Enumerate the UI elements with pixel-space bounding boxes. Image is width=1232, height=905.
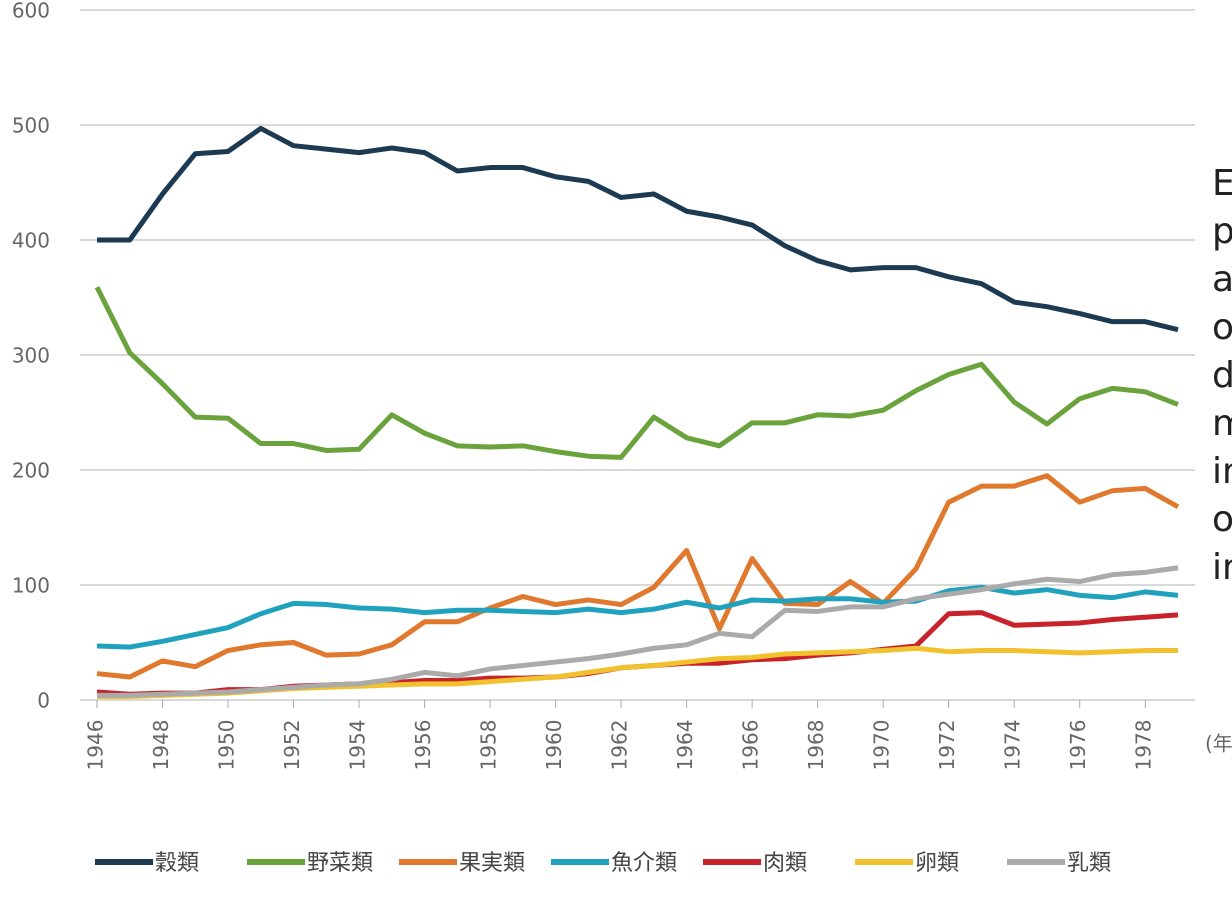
y-tick-label: 0	[37, 689, 50, 713]
side-text: p	[1212, 211, 1232, 252]
x-tick-label: 1960	[542, 720, 566, 771]
x-tick-label: 1966	[739, 720, 763, 771]
side-text: E	[1212, 163, 1232, 204]
side-text: o	[1212, 307, 1232, 348]
legend-label: 魚介類	[611, 851, 677, 876]
side-text: o	[1212, 499, 1232, 540]
side-text: in	[1212, 451, 1232, 492]
x-tick-label: 1974	[1001, 720, 1025, 771]
y-tick-label: 300	[12, 344, 50, 368]
x-tick-label: 1972	[935, 720, 959, 771]
legend-label: 穀類	[155, 851, 199, 876]
x-axis-label: (年)	[1205, 732, 1232, 756]
x-tick-label: 1956	[411, 720, 435, 771]
legend-label: 乳類	[1067, 851, 1111, 876]
y-tick-label: 600	[12, 0, 50, 23]
side-text: in	[1212, 547, 1232, 588]
series-line	[96, 473, 1180, 680]
legend-label: 肉類	[763, 851, 807, 876]
series-line	[96, 584, 1179, 650]
legend-label: 野菜類	[307, 851, 373, 876]
legend-label: 卵類	[915, 851, 959, 876]
x-tick-label: 1948	[149, 720, 173, 771]
x-tick-label: 1950	[215, 720, 239, 771]
series-line	[94, 286, 1179, 460]
x-tick-label: 1964	[673, 720, 697, 771]
y-tick-label: 100	[12, 574, 50, 598]
x-tick-label: 1968	[804, 720, 828, 771]
series-line	[97, 125, 1179, 333]
legend-label: 果実類	[459, 851, 525, 876]
x-tick-label: 1954	[346, 720, 370, 771]
x-tick-label: 1946	[84, 720, 108, 771]
x-tick-label: 1976	[1066, 720, 1090, 771]
x-tick-label: 1952	[280, 720, 304, 771]
x-tick-label: 1958	[477, 720, 501, 771]
y-tick-label: 400	[12, 229, 50, 253]
side-text: a	[1212, 259, 1232, 300]
series-line	[97, 565, 1179, 698]
x-tick-label: 1962	[608, 720, 632, 771]
side-text: d	[1212, 355, 1232, 396]
y-tick-label: 500	[12, 114, 50, 138]
side-text: m	[1212, 403, 1232, 444]
x-tick-label: 1978	[1132, 720, 1156, 771]
y-tick-label: 200	[12, 459, 50, 483]
x-tick-label: 1970	[870, 720, 894, 771]
